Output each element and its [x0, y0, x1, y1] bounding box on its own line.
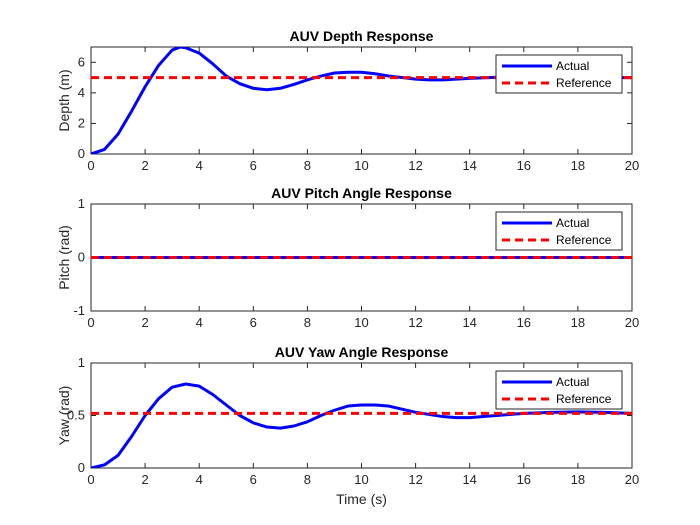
x-tick-label: 6 [250, 315, 257, 330]
x-tick-label: 2 [141, 472, 148, 487]
x-tick-label: 16 [517, 315, 531, 330]
x-tick-label: 20 [625, 472, 639, 487]
chart-title: AUV Yaw Angle Response [275, 344, 449, 360]
legend: Actual Reference [495, 370, 623, 410]
legend-box [495, 370, 623, 410]
x-tick-label: 8 [304, 315, 311, 330]
x-tick-label: 6 [250, 472, 257, 487]
x-tick-label: 6 [250, 158, 257, 173]
x-tick-label: 12 [408, 315, 422, 330]
x-tick-label: 4 [196, 315, 203, 330]
x-tick-label: 8 [304, 472, 311, 487]
x-tick-label: 10 [354, 315, 368, 330]
x-tick-label: 12 [408, 158, 422, 173]
x-tick-label: 2 [141, 315, 148, 330]
x-tick-label: 4 [196, 472, 203, 487]
y-axis-label: Yaw (rad) [56, 386, 72, 446]
x-tick-label: 2 [141, 158, 148, 173]
x-tick-label: 10 [354, 158, 368, 173]
y-tick-label: 0.5 [67, 408, 85, 423]
legend-label-actual: Actual [556, 59, 589, 73]
legend: Actual Reference [495, 54, 623, 94]
x-tick-label: 12 [408, 472, 422, 487]
y-tick-label: 4 [78, 85, 85, 100]
y-tick-label: 0 [78, 146, 85, 161]
x-tick-label: 4 [196, 158, 203, 173]
x-tick-label: 14 [462, 472, 476, 487]
x-tick-label: 0 [87, 472, 94, 487]
chart-title: AUV Depth Response [290, 28, 434, 44]
legend-box [495, 211, 623, 251]
y-axis-label: Pitch (rad) [56, 225, 72, 290]
x-tick-label: 14 [462, 158, 476, 173]
legend-box [495, 54, 623, 94]
x-tick-label: 16 [517, 472, 531, 487]
legend-label-reference: Reference [556, 392, 612, 406]
x-tick-label: 0 [87, 315, 94, 330]
x-axis-label: Time (s) [336, 491, 387, 507]
x-tick-label: 0 [87, 158, 94, 173]
legend-label-actual: Actual [556, 216, 589, 230]
x-tick-label: 20 [625, 158, 639, 173]
y-tick-label: 0 [78, 460, 85, 475]
legend-label-reference: Reference [556, 233, 612, 247]
legend-label-reference: Reference [556, 76, 612, 90]
x-tick-label: 8 [304, 158, 311, 173]
x-tick-label: 18 [571, 158, 585, 173]
y-tick-label: 2 [78, 115, 85, 130]
legend-label-actual: Actual [556, 375, 589, 389]
x-tick-label: 18 [571, 472, 585, 487]
y-tick-label: 1 [78, 196, 85, 211]
x-tick-label: 10 [354, 472, 368, 487]
plot-area [91, 382, 632, 468]
subplot-3: 0 2 4 6 8 10 12 14 16 18 20 0 0.5 1 AUV Yaw Angle Resp… [56, 344, 639, 507]
plot-area [91, 47, 632, 154]
x-tick-label: 18 [571, 315, 585, 330]
x-tick-label: 20 [625, 315, 639, 330]
x-tick-label: 16 [517, 158, 531, 173]
y-axis-label: Depth (m) [56, 69, 72, 131]
y-tick-label: 6 [78, 54, 85, 69]
x-tick-label: 14 [462, 315, 476, 330]
y-tick-label: 1 [78, 355, 85, 370]
chart-title: AUV Pitch Angle Response [271, 185, 452, 201]
legend: Actual Reference [495, 211, 623, 251]
y-tick-label: -1 [73, 303, 85, 318]
y-tick-label: 0 [78, 250, 85, 265]
subplot-1: 0 2 4 6 8 10 12 14 16 18 20 0 2 4 6 AUV Depth Response D… [56, 28, 639, 173]
